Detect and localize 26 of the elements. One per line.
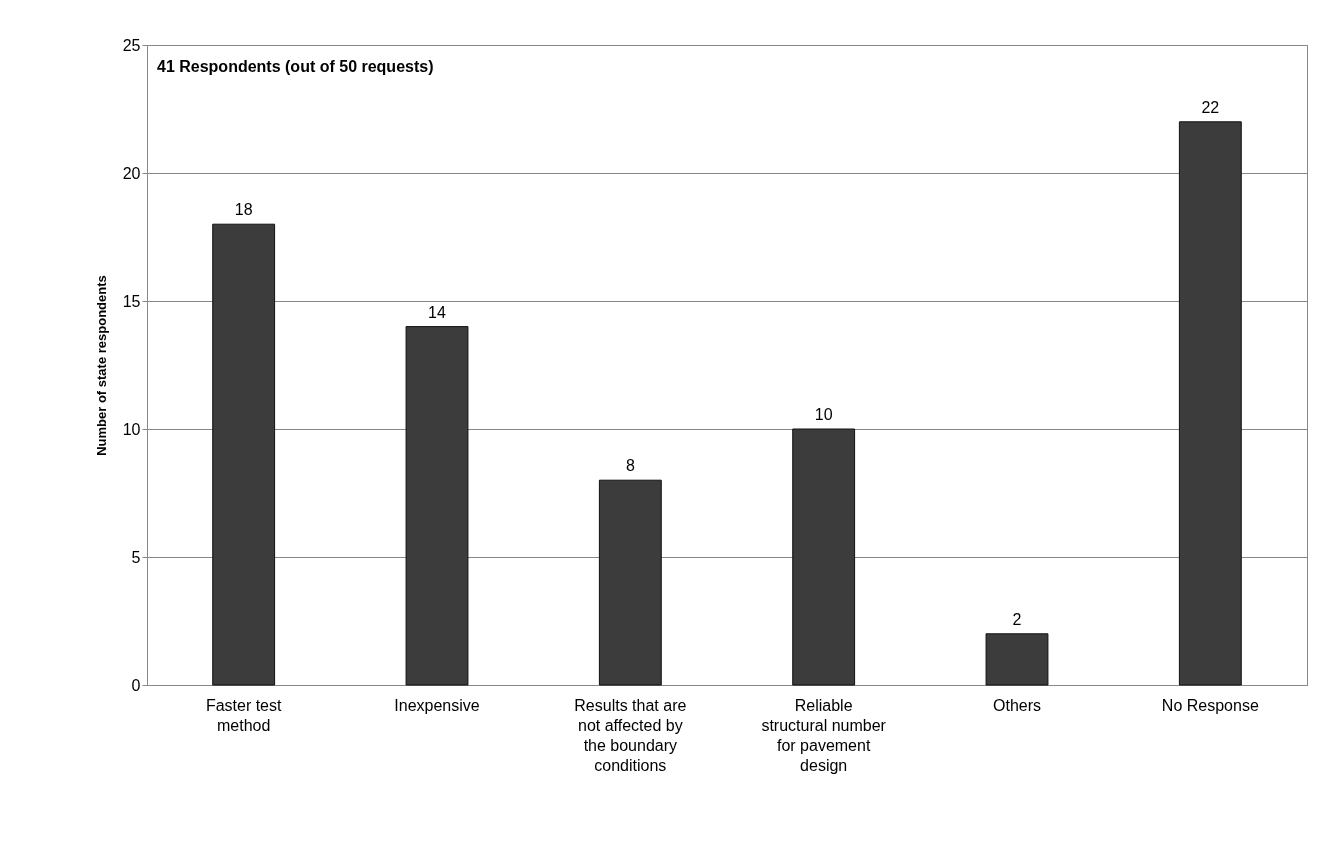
annotation: 41 Respondents (out of 50 requests) xyxy=(157,58,434,75)
x-tick-label: Faster test method xyxy=(205,696,283,734)
data-label: 18 xyxy=(234,201,253,219)
y-tick-label: 25 xyxy=(122,36,141,54)
x-tick-label: Results that are not affected by the boundary conditions xyxy=(574,696,687,774)
y-tick-label: 5 xyxy=(131,548,141,566)
x-tick-label: Reliable structural number for pavement design xyxy=(761,696,887,774)
bar xyxy=(212,223,276,686)
y-tick-label: 15 xyxy=(122,292,141,310)
bar xyxy=(985,633,1049,686)
y-axis-title: Number of state respondents xyxy=(93,275,109,456)
data-label: 10 xyxy=(814,406,833,423)
x-tick-label: Inexpensive xyxy=(394,696,480,714)
data-label: 2 xyxy=(1012,610,1022,628)
bar xyxy=(598,479,662,686)
data-label: 8 xyxy=(625,457,635,475)
x-tick-label: Others xyxy=(992,696,1042,714)
bar xyxy=(792,428,856,686)
data-label: 14 xyxy=(428,303,446,321)
y-tick-label: 20 xyxy=(122,164,141,182)
y-tick-label: 10 xyxy=(122,420,141,438)
bar xyxy=(405,326,469,686)
data-label: 22 xyxy=(1201,98,1220,116)
bar xyxy=(1178,121,1242,686)
x-tick-label: No Response xyxy=(1161,696,1259,714)
y-tick-label: 0 xyxy=(131,676,141,694)
